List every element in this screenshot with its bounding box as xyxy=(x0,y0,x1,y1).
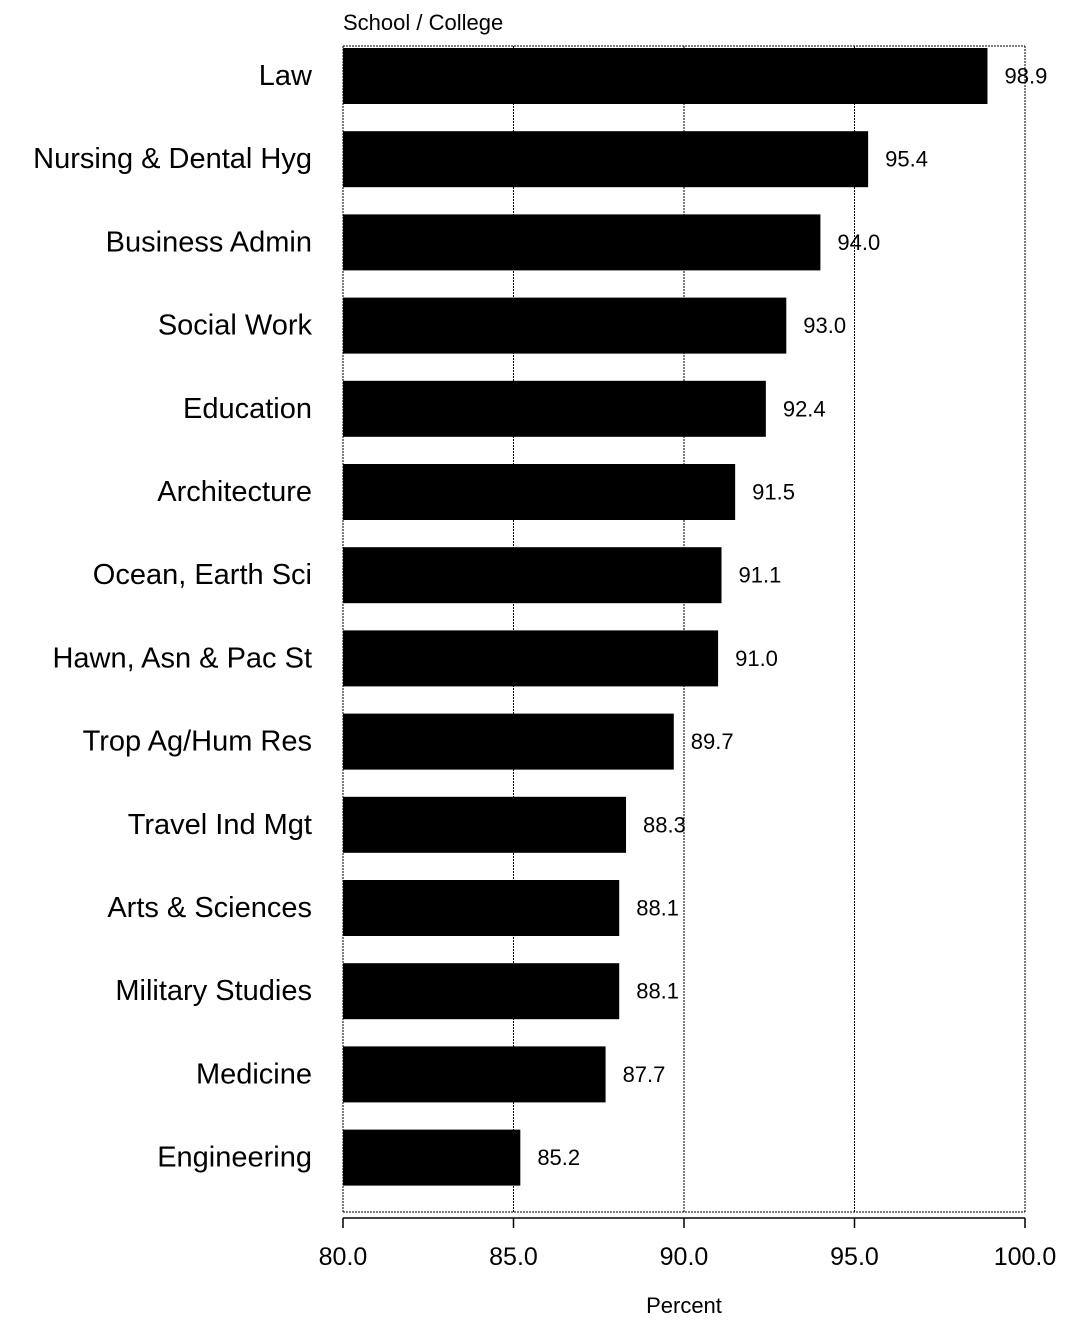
value-label-9: 88.3 xyxy=(643,812,686,837)
bar-8 xyxy=(343,713,674,770)
bar-5 xyxy=(343,464,736,520)
bar-11 xyxy=(343,963,620,1020)
x-tick-label-1: 85.0 xyxy=(489,1243,538,1271)
category-label-12: Medicine xyxy=(196,1058,312,1090)
value-label-11: 88.1 xyxy=(636,979,679,1004)
category-label-8: Trop Ag/Hum Res xyxy=(83,726,312,758)
bar-1 xyxy=(343,131,869,188)
bars: Law 98.9 Nursing & Dental Hyg 95.4 Business … xyxy=(33,48,1047,1186)
gridlines xyxy=(342,45,1026,1213)
value-label-13: 85.2 xyxy=(537,1145,580,1170)
value-label-5: 91.5 xyxy=(752,480,795,505)
x-tick-label-4: 100.0 xyxy=(994,1243,1057,1271)
category-label-2: Business Admin xyxy=(106,226,312,258)
bar-7 xyxy=(343,630,719,687)
bar-9 xyxy=(343,796,627,853)
category-label-1: Nursing & Dental Hyg xyxy=(33,143,312,175)
bar-6 xyxy=(343,547,722,604)
x-tick-label-0: 80.0 xyxy=(319,1243,368,1271)
value-label-12: 87.7 xyxy=(623,1062,666,1087)
bar-0 xyxy=(343,48,988,104)
value-label-4: 92.4 xyxy=(783,396,826,421)
category-label-6: Ocean, Earth Sci xyxy=(93,559,312,591)
value-label-1: 95.4 xyxy=(885,147,928,172)
x-axis: 80.0 85.0 90.0 95.0 100.0 xyxy=(319,1217,1057,1271)
value-label-10: 88.1 xyxy=(636,896,679,921)
bar-10 xyxy=(343,880,620,936)
bar-3 xyxy=(343,297,787,354)
category-label-0: Law xyxy=(259,60,313,92)
x-tick-label-3: 95.0 xyxy=(830,1243,879,1271)
value-label-6: 91.1 xyxy=(739,563,782,588)
category-label-7: Hawn, Asn & Pac St xyxy=(52,642,312,674)
category-label-5: Architecture xyxy=(157,476,312,508)
category-label-11: Military Studies xyxy=(115,975,312,1007)
category-label-4: Education xyxy=(183,393,312,425)
bar-12 xyxy=(343,1046,606,1103)
chart-title: School / College xyxy=(343,10,503,35)
x-axis-label: Percent xyxy=(646,1293,722,1318)
bar-2 xyxy=(343,214,821,271)
value-label-7: 91.0 xyxy=(735,646,778,671)
bar-4 xyxy=(343,380,766,437)
category-label-9: Travel Ind Mgt xyxy=(128,809,312,841)
value-label-0: 98.9 xyxy=(1004,64,1047,89)
category-label-10: Arts & Sciences xyxy=(107,892,312,924)
value-label-8: 89.7 xyxy=(691,729,734,754)
x-tick-label-2: 90.0 xyxy=(660,1243,709,1271)
bar-13 xyxy=(343,1129,521,1186)
category-label-13: Engineering xyxy=(157,1142,312,1174)
value-label-2: 94.0 xyxy=(837,230,880,255)
category-label-3: Social Work xyxy=(158,310,313,342)
value-label-3: 93.0 xyxy=(803,313,846,338)
